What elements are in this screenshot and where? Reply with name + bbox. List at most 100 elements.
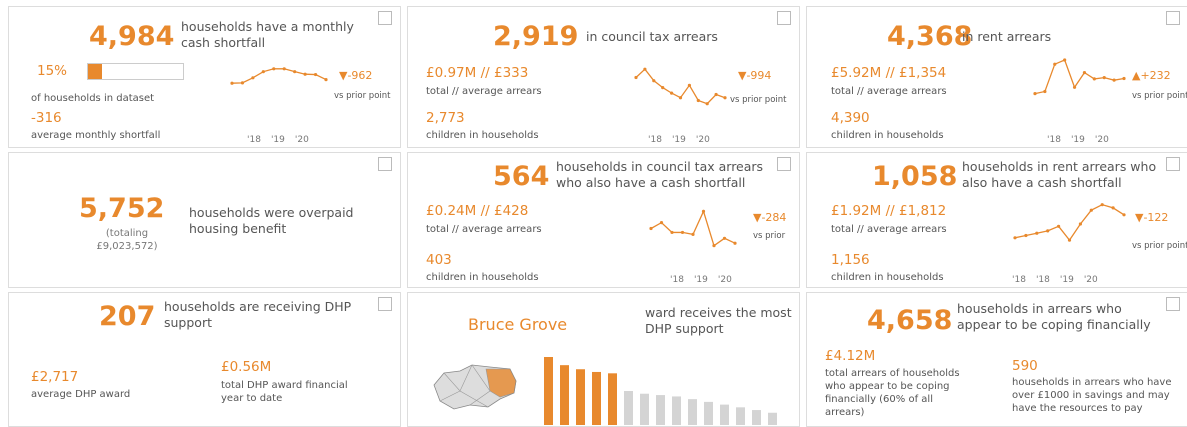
sparkline-path	[231, 68, 327, 84]
second-number: -316	[31, 110, 62, 126]
expand-icon[interactable]	[378, 157, 392, 171]
sparkline-point	[1082, 71, 1087, 75]
sparkline-point	[1122, 213, 1126, 217]
sparkline-point	[240, 81, 245, 85]
caption: children in households	[831, 130, 944, 141]
sparkline-point	[643, 67, 647, 71]
caption: (totaling £9,023,572)	[96, 228, 158, 252]
sparkline-path	[1014, 203, 1125, 242]
card: 5,752 (totaling £9,023,572) households w…	[8, 152, 401, 288]
expand-icon[interactable]	[1166, 11, 1180, 25]
bar	[592, 371, 601, 425]
big-number: 207	[99, 301, 156, 332]
card: 1,058 households in rent arrears who als…	[806, 152, 1187, 288]
change: ▼-962	[339, 69, 373, 82]
sparkline-point	[1092, 77, 1096, 81]
bar	[656, 395, 665, 425]
sparkline-point	[652, 79, 656, 83]
axis-label: '18	[1035, 275, 1050, 285]
expand-icon[interactable]	[1166, 157, 1180, 171]
sparkline-point	[1122, 76, 1126, 81]
bar	[752, 410, 761, 425]
sparkline-point	[723, 96, 727, 100]
sparkline-point	[313, 72, 318, 77]
caption: children in households	[426, 130, 539, 141]
pct-bar	[88, 64, 103, 79]
axis-label: '19	[270, 135, 285, 145]
axis-label: '19	[671, 135, 686, 145]
axis-label: '20	[294, 135, 309, 145]
sparkline-point	[714, 92, 718, 97]
sparkline-point	[691, 232, 695, 236]
second-number: £0.56M	[221, 359, 272, 375]
sparkline-point	[1013, 236, 1017, 240]
sparkline-point	[1033, 92, 1037, 96]
caption: vs prior point	[730, 95, 787, 105]
expand-icon[interactable]	[777, 157, 791, 171]
sparkline-point	[696, 98, 700, 103]
caption: of households in dataset	[31, 93, 155, 104]
headline: in rent arrears	[962, 29, 1052, 44]
sparkline-point	[705, 102, 709, 106]
bar	[736, 407, 745, 425]
sparkline-point	[1078, 222, 1082, 226]
axis-label: '18	[1047, 135, 1061, 145]
caption: vs prior point	[1132, 241, 1187, 251]
headline: ward receives the most DHP support	[645, 305, 792, 336]
axis: '18 '19 '20	[1047, 135, 1109, 145]
card: 207 households are receiving DHP support…	[8, 292, 401, 427]
headline: in council tax arrears	[586, 29, 718, 44]
caption: total // average arrears	[831, 224, 947, 235]
caption: total // average arrears	[426, 86, 542, 97]
axis: '18 '18 '19 '20	[1012, 275, 1098, 285]
sparkline-point	[251, 76, 255, 80]
amount: £1.92M // £1,812	[831, 203, 947, 219]
card: 4,984 households have a monthly cash sho…	[8, 6, 401, 148]
caption: households in arrears who have over £100…	[1012, 377, 1172, 414]
sparkline-path	[650, 209, 736, 247]
caption: total // average arrears	[831, 86, 947, 97]
bar	[672, 396, 681, 425]
caption: average monthly shortfall	[31, 130, 161, 141]
card: 564 households in council tax arrears wh…	[407, 152, 800, 288]
caption: total arrears of households who appear t…	[825, 368, 960, 418]
ward-map	[433, 364, 517, 410]
change: ▼-122	[1135, 211, 1169, 224]
expand-icon[interactable]	[378, 11, 392, 25]
axis-label: '19	[693, 275, 708, 285]
sparkline-point	[670, 230, 674, 235]
axis-label: '18	[247, 135, 261, 145]
caption: total // average arrears	[426, 224, 542, 235]
sparkline-point	[659, 221, 664, 225]
sparkline	[1033, 58, 1126, 96]
axis-label: '19	[1070, 135, 1085, 145]
bar	[704, 401, 713, 425]
sparkline-path	[1034, 59, 1125, 95]
sparkline	[634, 67, 727, 106]
sparkline-point	[230, 81, 234, 85]
expand-icon[interactable]	[777, 11, 791, 25]
sparkline-point	[1063, 58, 1067, 62]
caption: children in households	[831, 272, 944, 283]
sparkline-point	[1072, 85, 1077, 89]
expand-icon[interactable]	[378, 297, 392, 311]
sparkline-point	[1046, 229, 1050, 233]
sparkline-point	[680, 230, 685, 235]
expand-icon[interactable]	[1166, 297, 1180, 311]
card: 2,919 in council tax arrears £0.97M // £…	[407, 6, 800, 148]
change: ▼-994	[738, 69, 772, 82]
second-number: 590	[1012, 358, 1038, 374]
sparkline-point	[1035, 231, 1039, 235]
change: ▼-284	[753, 211, 787, 224]
big-number: 2,919	[493, 21, 579, 52]
big-number: 1,058	[872, 161, 958, 192]
headline: households in rent arrears who also have…	[962, 159, 1157, 190]
second-number: 403	[426, 252, 452, 268]
amount: £0.24M // £428	[426, 203, 529, 219]
sparkline-point	[1112, 78, 1116, 82]
bar-chart	[544, 357, 777, 425]
headline: households were overpaid housing benefit	[189, 205, 354, 236]
headline: households in arrears who appear to be c…	[957, 301, 1151, 332]
sparkline-point	[1067, 238, 1072, 242]
sparkline-point	[272, 67, 276, 71]
